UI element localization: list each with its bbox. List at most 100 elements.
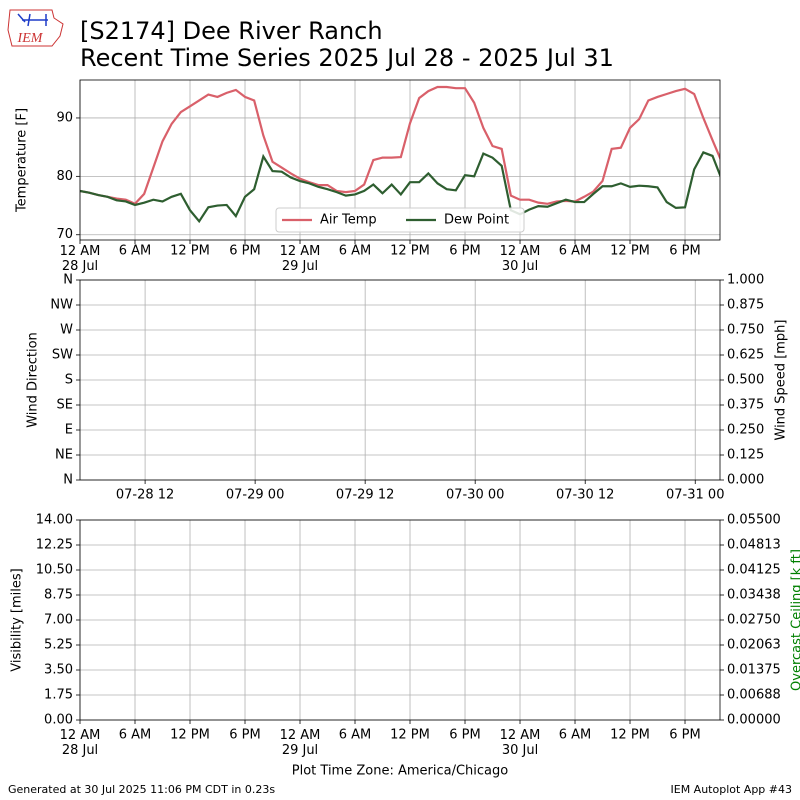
y-tick-label: N [63,473,73,488]
x-tick-label: 07-30 00 [446,488,504,503]
y2-tick-label: 0.00000 [727,713,781,728]
y2-tick-label: 0.04813 [727,538,781,553]
x-tick-label: 12 AM 30 Jul [500,728,541,758]
x-tick-label: 12 AM 30 Jul [500,244,541,274]
y-tick-label: 0.00 [44,713,73,728]
label-line: 29 Jul [282,743,318,758]
x-tick-label: 12 PM [170,728,210,743]
label-line: 12 AM [60,244,101,259]
x-tick-label: 6 PM [449,244,480,259]
x-tick-label: 6 AM [339,728,372,743]
y-tick-label: 10.50 [36,563,73,578]
x-tick-label: 07-30 12 [556,488,614,503]
x-tick-label: 6 AM [559,728,592,743]
label-line: 30 Jul [502,743,538,758]
logo: IEM [7,9,64,47]
label-line: 29 Jul [282,259,318,274]
logo-text: IEM [17,31,44,46]
y-tick-label: W [60,323,73,338]
x-tick-label: 6 PM [229,728,260,743]
y2-tick-label: 0.500 [727,373,764,388]
series-line [80,85,720,206]
x-tick-label: 12 PM [390,244,430,259]
x-tick-label: 07-29 12 [336,488,394,503]
y-tick-label: N [63,273,73,288]
y-tick-label: E [65,423,73,438]
y-tick-label: 8.75 [44,588,73,603]
chart-subtitle: Recent Time Series 2025 Jul 28 - 2025 Ju… [80,44,614,72]
y2-tick-label: 0.250 [727,423,764,438]
y2-tick-label: 0.04125 [727,563,781,578]
x-tick-label: 12 PM [610,728,650,743]
y2-tick-label: 0.01375 [727,663,781,678]
x-tick-label: 6 PM [449,728,480,743]
y-axis-label: Visibility [miles] [10,568,25,671]
chart-title: [S2174] Dee River Ranch [80,17,383,45]
y2-tick-label: 0.02063 [727,638,781,653]
x-tick-label: 6 PM [669,728,700,743]
label-line: 12 AM [60,728,101,743]
plot-frame [79,279,721,481]
y-tick-label: 3.50 [44,663,73,678]
footer-left: Generated at 30 Jul 2025 11:06 PM CDT in… [8,783,275,796]
x-tick-label: 12 PM [390,728,430,743]
x-tick-label: 07-29 00 [226,488,284,503]
y2-tick-label: 0.03438 [727,588,781,603]
y-tick-label: 90 [56,110,73,125]
legend-box [275,207,525,233]
x-tick-label: 6 AM [559,244,592,259]
y-axis-label: Wind Direction [26,332,41,428]
y2-tick-label: 0.375 [727,398,764,413]
plot-frame [79,519,721,721]
y-tick-label: 5.25 [44,638,73,653]
label-line: 12 AM [280,728,321,743]
legend: Air Temp Dew Point [275,207,525,233]
x-tick-label: 12 PM [170,244,210,259]
y2-tick-label: 0.05500 [727,513,781,528]
label-line: 12 AM [500,244,541,259]
y-tick-label: 1.75 [44,688,73,703]
y-tick-label: 7.00 [44,613,73,628]
y-tick-label: 70 [56,227,73,242]
x-tick-label: 6 PM [229,244,260,259]
x-tick-label: 6 PM [669,244,700,259]
x-tick-label: 6 AM [339,244,372,259]
footer-right: IEM Autoplot App #43 [671,783,793,796]
y2-tick-label: 0.750 [727,323,764,338]
plot-frame [79,79,721,241]
y2-tick-label: 1.000 [727,273,764,288]
y-tick-label: NW [50,298,73,313]
x-tick-label: 12 AM 29 Jul [280,244,321,274]
y2-tick-label: 0.625 [727,348,764,363]
x-tick-label: 6 AM [119,244,152,259]
label-line: 30 Jul [502,259,538,274]
y-tick-label: NE [55,448,73,463]
y2-tick-label: 0.000 [727,473,764,488]
y2-tick-label: 0.875 [727,298,764,313]
series-line [80,151,720,224]
legend-label: Air Temp [320,213,377,228]
y2-tick-label: 0.00688 [727,688,781,703]
y-tick-label: 80 [56,169,73,184]
label-line: 28 Jul [62,743,98,758]
x-tick-label: 07-28 12 [116,488,174,503]
y-tick-label: 12.25 [36,538,73,553]
label-line: 12 AM [500,728,541,743]
label-line: 12 AM [280,244,321,259]
x-tick-label: 12 AM 28 Jul [60,244,101,274]
y-tick-label: SE [57,398,73,413]
y2-axis-label: Overcast Ceiling [k ft] [790,549,800,691]
x-tick-label: 12 PM [610,244,650,259]
y-axis-label: Temperature [F] [15,108,30,213]
x-tick-label: 12 AM 28 Jul [60,728,101,758]
x-tick-label: 12 AM 29 Jul [280,728,321,758]
logo-lines [17,13,48,27]
y-tick-label: SW [52,348,73,363]
y2-tick-label: 0.02750 [727,613,781,628]
legend-label: Dew Point [444,213,509,228]
y-tick-label: S [65,373,73,388]
y2-tick-label: 0.125 [727,448,764,463]
label-line: 28 Jul [62,259,98,274]
x-axis-label: Plot Time Zone: America/Chicago [292,764,508,779]
